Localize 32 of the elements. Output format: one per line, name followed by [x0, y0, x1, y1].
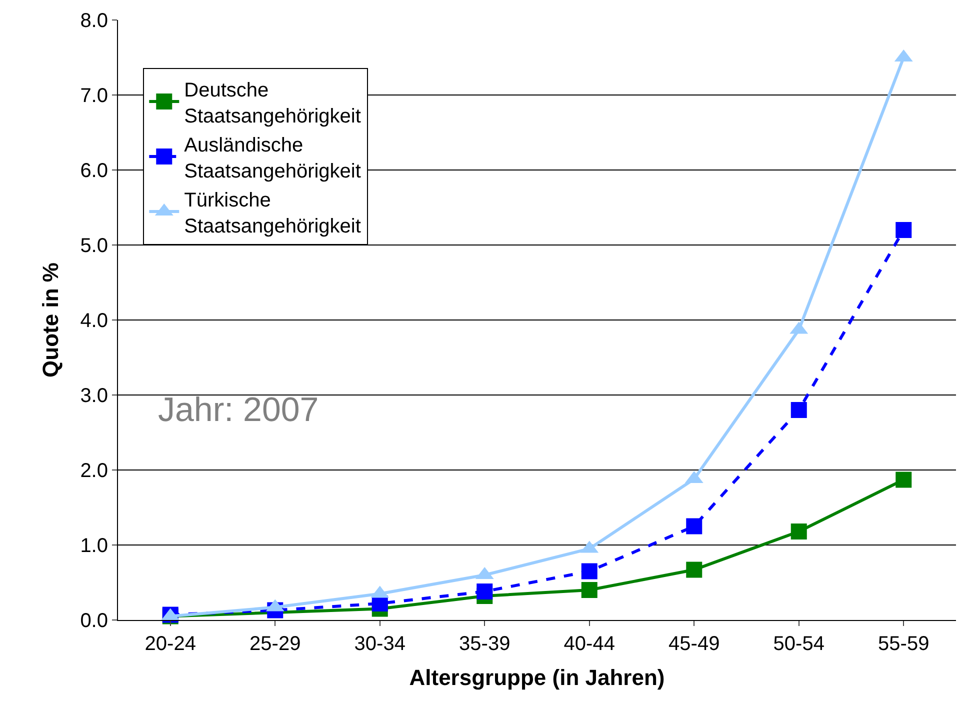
y-tick-label: 5.0	[80, 235, 108, 257]
x-tick-label: 40-44	[564, 633, 615, 655]
y-tick-label: 7.0	[80, 85, 108, 107]
y-tick-label: 0.0	[80, 610, 108, 632]
x-tick-label: 25-29	[250, 633, 301, 655]
point	[896, 222, 912, 238]
legend-label: Deutsche Staatsangehörigkeit	[184, 79, 362, 128]
x-tick-label: 55-59	[878, 633, 930, 655]
annotation: Jahr: 2007	[158, 391, 319, 429]
x-tick-label: 50-54	[773, 633, 824, 655]
point	[790, 524, 807, 540]
x-tick-label: 30-34	[354, 633, 406, 655]
point	[581, 563, 598, 580]
point	[476, 584, 493, 600]
legend-label: Ausländische Staatsangehörigkeit	[184, 134, 362, 182]
x-axis-title: Altersgruppe (in Jahren)	[409, 664, 665, 690]
x-tick-label: 35-39	[459, 633, 510, 655]
point	[790, 402, 807, 418]
x-tick-label: 20-24	[144, 633, 196, 655]
y-tick-label: 8.0	[80, 10, 108, 32]
point	[581, 582, 598, 598]
y-tick-label: 4.0	[80, 310, 108, 332]
y-tick-label: 3.0	[80, 385, 108, 407]
y-tick-label: 6.0	[80, 160, 108, 182]
y-tick-label: 1.0	[80, 535, 108, 557]
point	[896, 472, 912, 488]
point	[686, 518, 702, 534]
x-tick-label: 45-49	[668, 633, 720, 655]
y-axis-title: Quote in %	[38, 262, 63, 378]
point	[686, 562, 702, 578]
y-tick-label: 2.0	[80, 460, 108, 482]
legend-label: Türkische Staatsangehörigkeit	[184, 189, 362, 238]
